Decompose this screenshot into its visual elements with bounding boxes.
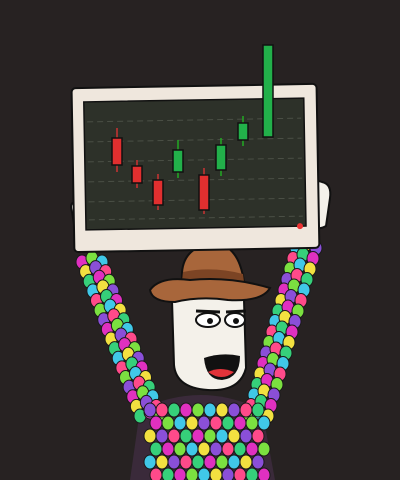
scale	[215, 454, 229, 470]
scale	[155, 454, 169, 470]
scale	[257, 441, 271, 457]
pupil	[233, 318, 239, 324]
scale	[245, 441, 259, 457]
scale	[257, 415, 271, 431]
scale	[173, 441, 187, 457]
scale	[203, 428, 217, 444]
scale	[215, 428, 229, 444]
scale	[143, 428, 157, 444]
scale	[251, 402, 265, 418]
scale	[209, 415, 223, 431]
scale	[245, 415, 259, 431]
scale	[149, 415, 163, 431]
scale	[209, 467, 223, 480]
scale	[161, 467, 175, 480]
scale	[155, 402, 169, 418]
scale	[197, 441, 211, 457]
tongue	[208, 369, 234, 377]
brows	[195, 309, 247, 314]
scale	[233, 441, 247, 457]
scale	[173, 467, 187, 480]
pupil	[207, 318, 213, 324]
scale	[191, 428, 205, 444]
scale	[197, 415, 211, 431]
scale	[161, 415, 175, 431]
scale	[167, 428, 181, 444]
scale	[185, 415, 199, 431]
scale	[239, 428, 253, 444]
scale	[167, 454, 181, 470]
scale	[245, 467, 259, 480]
scale	[167, 402, 181, 418]
scale	[227, 454, 241, 470]
scale	[239, 454, 253, 470]
power-light	[296, 223, 303, 230]
scale	[233, 415, 247, 431]
scale	[179, 454, 193, 470]
scale	[149, 467, 163, 480]
scale	[251, 428, 265, 444]
scale	[191, 454, 205, 470]
scale	[233, 467, 247, 480]
hat-brim	[148, 278, 272, 304]
scale	[227, 402, 241, 418]
scale	[227, 428, 241, 444]
scale	[221, 441, 235, 457]
scale	[143, 454, 157, 470]
scale	[197, 467, 211, 480]
scale	[179, 428, 193, 444]
scale	[209, 441, 223, 457]
scale	[215, 402, 229, 418]
scale	[221, 415, 235, 431]
scale	[179, 402, 193, 418]
scale	[203, 454, 217, 470]
scale	[161, 441, 175, 457]
scale	[203, 402, 217, 418]
monitor	[70, 82, 321, 254]
scale	[143, 402, 157, 418]
scale	[221, 467, 235, 480]
scale	[239, 402, 253, 418]
scale	[185, 441, 199, 457]
scale	[185, 467, 199, 480]
scale	[257, 467, 271, 480]
monitor-screen	[83, 97, 307, 231]
screen-grid	[87, 117, 303, 221]
scale	[173, 415, 187, 431]
scale	[149, 441, 163, 457]
sweater-scales	[75, 236, 323, 480]
scale	[155, 428, 169, 444]
scale	[251, 454, 265, 470]
scale	[191, 402, 205, 418]
candles	[111, 44, 274, 214]
